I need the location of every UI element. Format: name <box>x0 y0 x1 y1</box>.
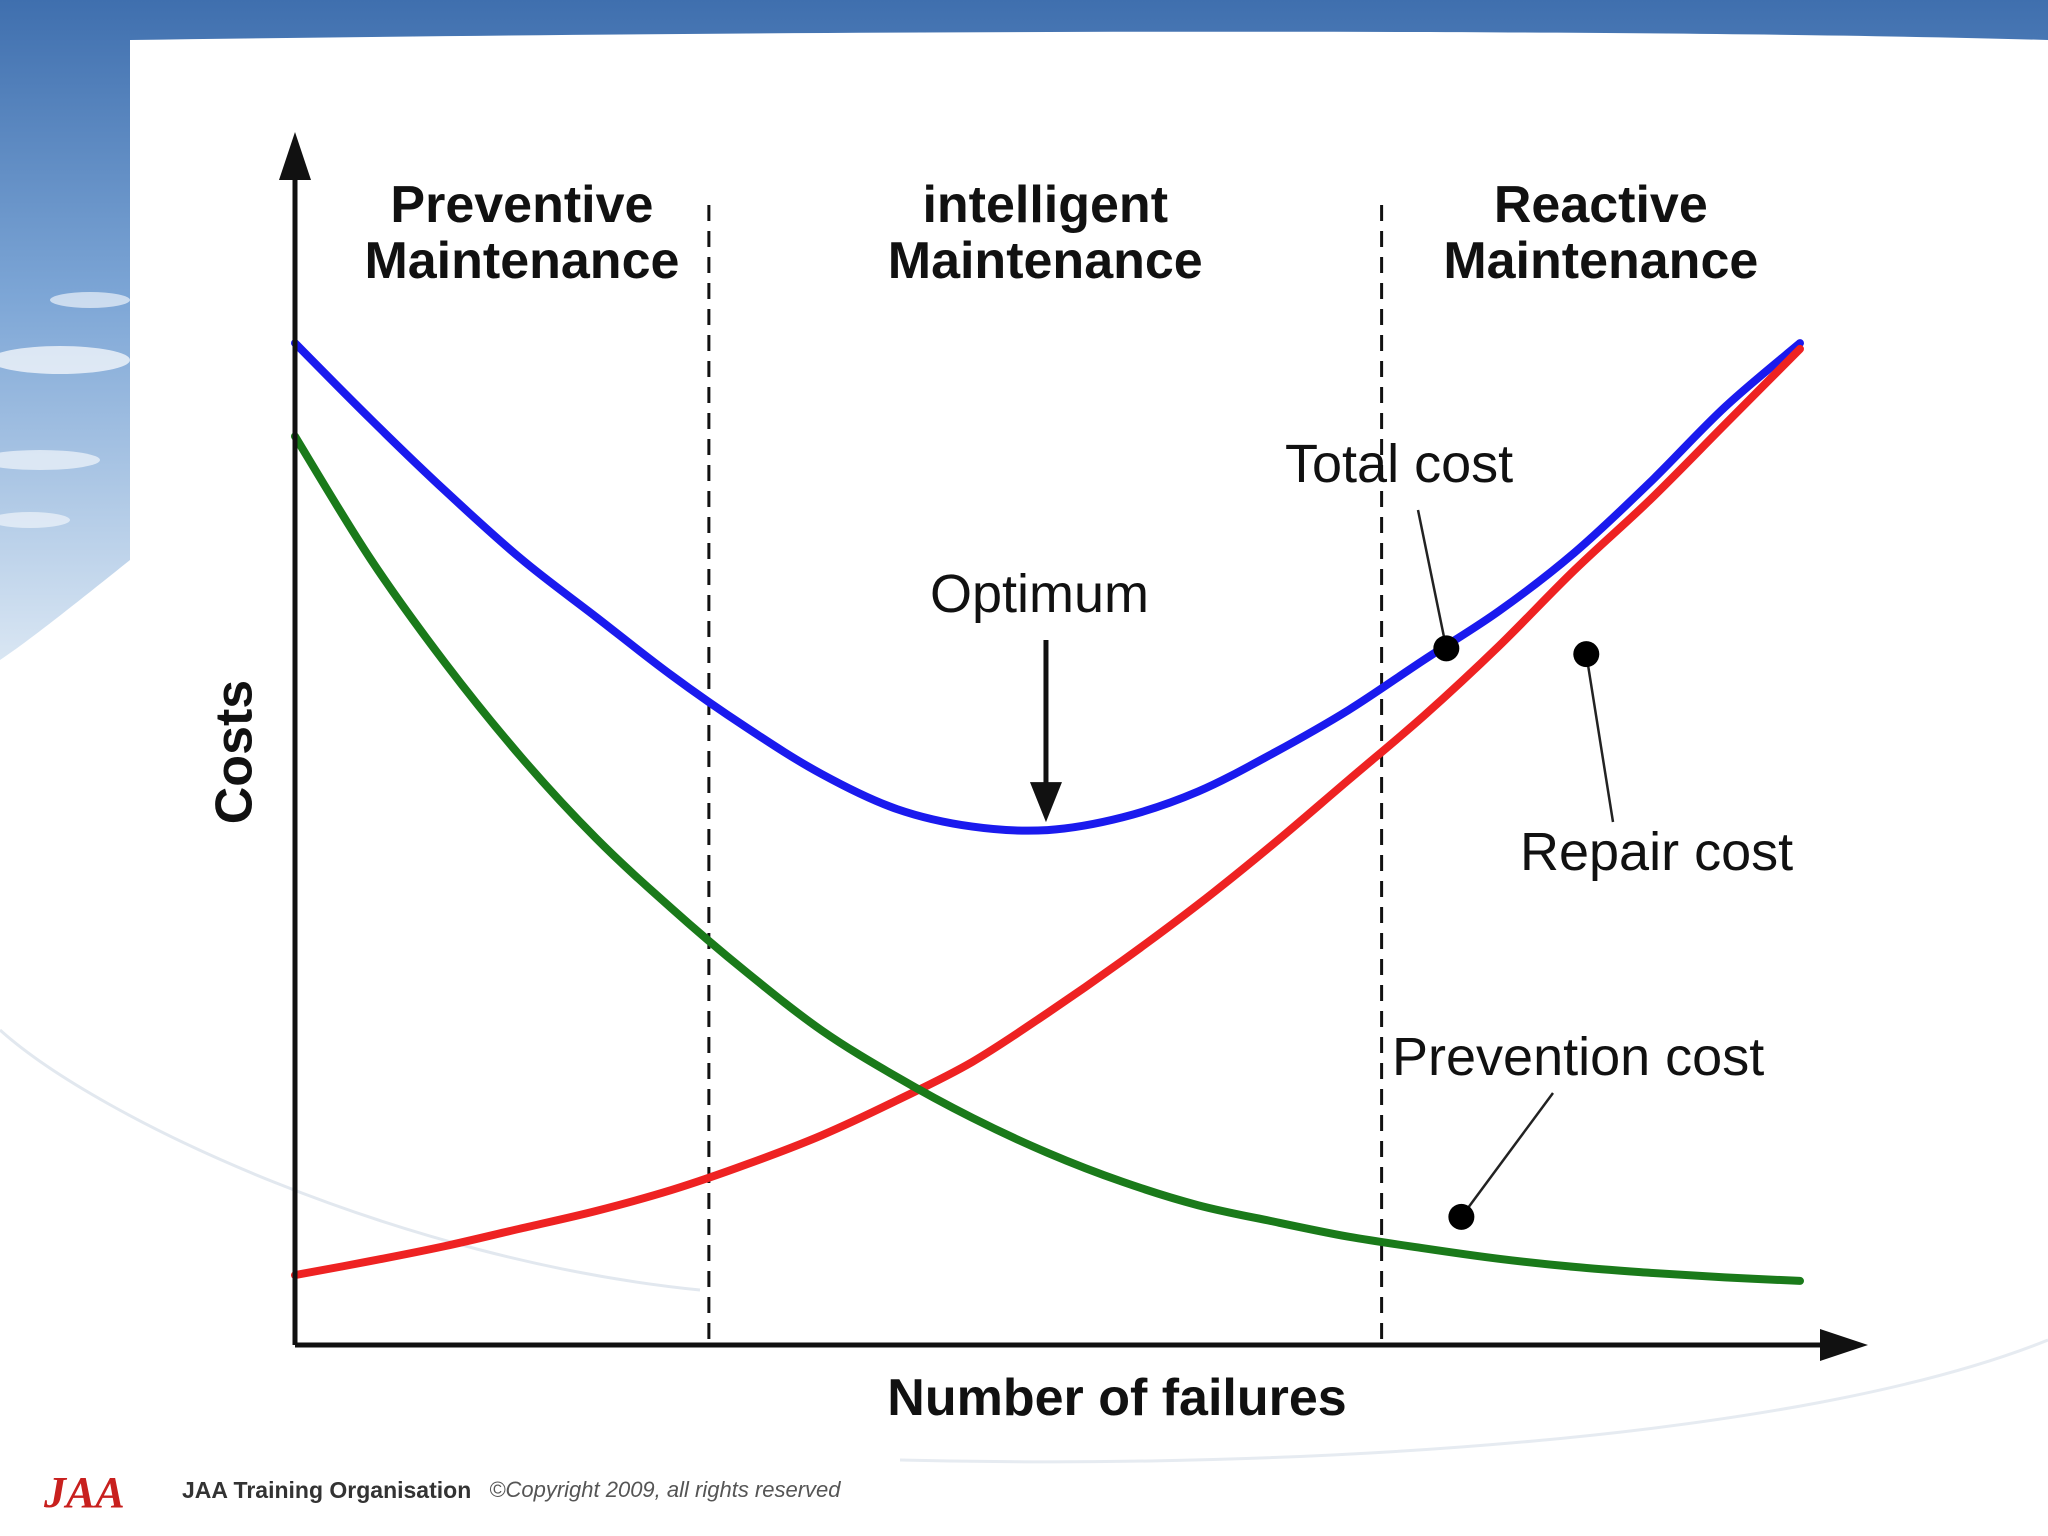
y-axis-arrow-icon <box>279 132 311 180</box>
annotation-leader-total-cost <box>1416 509 1448 649</box>
jaa-logo-text: JAA <box>43 1468 125 1515</box>
annotation-total-cost: Total cost <box>1285 434 1513 494</box>
footer-copyright: ©Copyright 2009, all rights reserved <box>489 1477 841 1502</box>
x-axis-arrow-icon <box>1820 1329 1868 1361</box>
annotation-dot-repair-cost <box>1573 641 1600 668</box>
series-line-total-cost <box>291 339 1804 835</box>
annotation-optimum: Optimum <box>930 564 1149 624</box>
region-label-preventive: Preventive Maintenance <box>364 176 679 290</box>
x-axis-label: Number of failures <box>887 1369 1346 1427</box>
annotation-dot-prevention-cost <box>1448 1203 1475 1230</box>
jaa-logo: JAA <box>43 1468 125 1515</box>
region-label-line: Maintenance <box>888 232 1203 290</box>
region-label-line: Preventive <box>390 176 653 234</box>
annotation-dot-total-cost <box>1433 635 1460 662</box>
series-line-prevention-cost <box>291 432 1804 1285</box>
footer-organisation: JAA Training Organisation <box>182 1476 472 1503</box>
annotation-repair-cost: Repair cost <box>1520 822 1793 882</box>
series-layer <box>291 339 1804 1285</box>
annotation-prevention-cost: Prevention cost <box>1392 1027 1764 1087</box>
optimum-arrow-icon <box>1029 782 1062 823</box>
region-label-reactive: Reactive Maintenance <box>1443 176 1758 290</box>
footer: JAA JAA Training Organisation ©Copyright… <box>40 1462 841 1518</box>
annotation-layer: Total cost Repair cost Prevention cost Opti… <box>930 434 1793 1230</box>
region-label-line: Maintenance <box>364 232 679 290</box>
region-label-line: intelligent <box>922 176 1168 234</box>
region-label-line: Reactive <box>1494 176 1708 234</box>
axes-layer <box>279 132 1868 1361</box>
annotation-leader-prevention-cost <box>1460 1092 1555 1218</box>
region-label-line: Maintenance <box>1443 232 1758 290</box>
region-label-intelligent: intelligent Maintenance <box>888 176 1203 290</box>
annotation-leader-repair-cost <box>1585 653 1615 823</box>
y-axis-label: Costs <box>206 680 264 824</box>
series-line-repair-cost <box>291 344 1804 1280</box>
